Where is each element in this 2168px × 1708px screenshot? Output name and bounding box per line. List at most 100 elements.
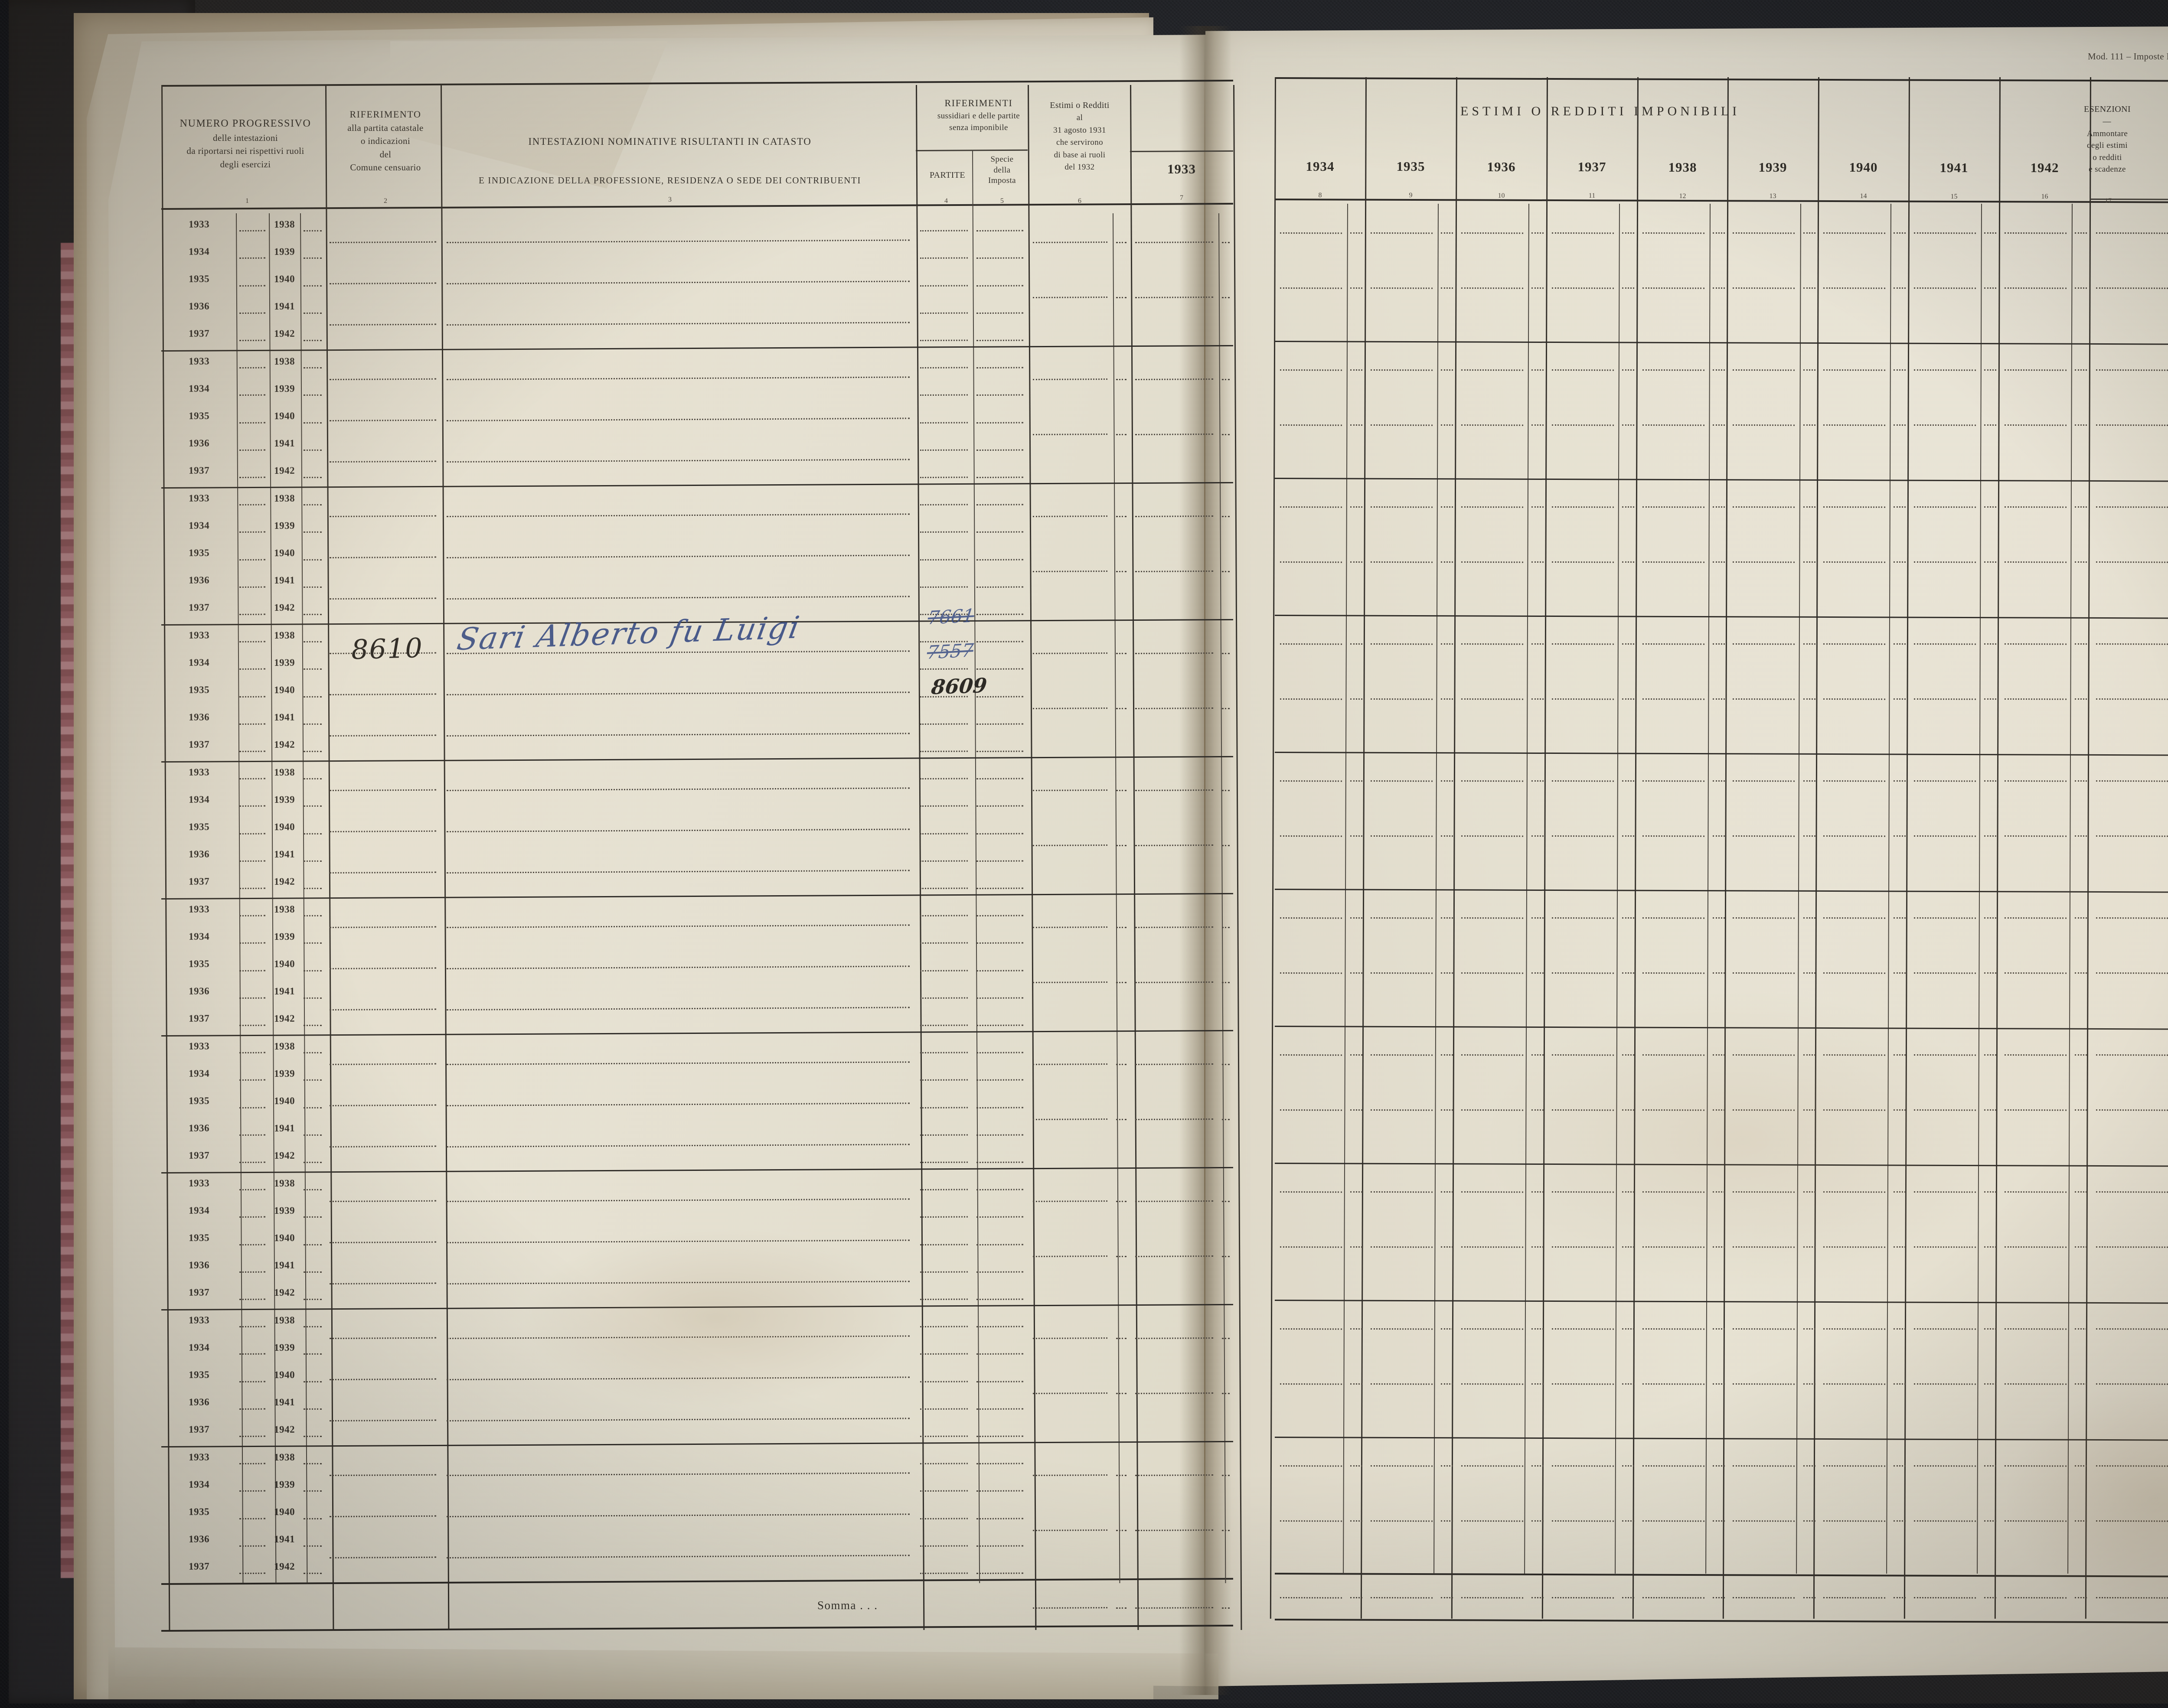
dotted-fill-1936-dec xyxy=(1531,835,1544,837)
dotted-fill-1941 xyxy=(1913,561,1976,563)
dotted-fill-1933 xyxy=(1135,1118,1214,1120)
dotted-fill-1934 xyxy=(1280,506,1342,508)
dotted-fill-1937 xyxy=(1551,1465,1614,1467)
row-year-right-1942: 1942 xyxy=(274,1424,295,1435)
dotted-fill-intestazioni xyxy=(446,1144,910,1147)
block-separator-right xyxy=(1274,752,2168,756)
colnum-11: 11 xyxy=(1588,192,1596,200)
col-riferimenti-left xyxy=(916,85,925,1630)
dotted-fill-riferimento-catastale xyxy=(329,830,437,832)
dotted-fill-intestazioni xyxy=(446,965,910,969)
dotted-fill-right-year xyxy=(303,915,322,916)
dotted-fill-1935 xyxy=(1370,1383,1433,1385)
row-year-left-1936: 1936 xyxy=(188,437,210,449)
dotted-fill-1936-dec xyxy=(1531,780,1544,782)
row-year-left-1937: 1937 xyxy=(188,1561,210,1572)
hdr-np-l2: delle intestazioni xyxy=(212,132,278,143)
dotted-fill-1940 xyxy=(1823,643,1886,645)
dotted-fill-1941-dec xyxy=(1984,506,1997,508)
dotted-fill-right-year xyxy=(303,312,322,314)
dotted-fill-1939-dec xyxy=(1803,1191,1816,1193)
hdr-rc-l4: del xyxy=(379,149,392,160)
dotted-fill-right-year xyxy=(303,1545,322,1547)
dotted-fill-1937 xyxy=(1551,698,1614,700)
dotted-fill-1939-dec xyxy=(1803,287,1816,289)
dotted-fill-left-year xyxy=(239,476,266,478)
col-riferimento-left xyxy=(325,85,334,1630)
col-year-1941-decimal-divider xyxy=(1977,204,1982,1574)
dotted-fill-1938 xyxy=(1642,917,1705,919)
dotted-fill-right-year xyxy=(303,339,322,341)
dotted-fill-left-year xyxy=(239,449,266,451)
dotted-fill-specie xyxy=(976,723,1024,725)
dotted-fill-1935 xyxy=(1370,232,1433,234)
dotted-fill-estimi-1931 xyxy=(1032,1392,1108,1394)
row-year-left-1937: 1937 xyxy=(188,465,210,476)
row-year-right-1938: 1938 xyxy=(274,1314,295,1326)
dotted-fill-1937 xyxy=(1551,506,1614,508)
dotted-fill-1937 xyxy=(1551,561,1614,563)
dotted-fill-1940-dec xyxy=(1893,287,1906,289)
dotted-fill-1941-dec xyxy=(1984,1520,1997,1522)
dotted-fill-1938-dec xyxy=(1712,643,1725,645)
dotted-fill-1933-dec xyxy=(1221,378,1230,380)
dotted-fill-partite xyxy=(920,833,968,834)
dotted-fill-1942 xyxy=(2004,698,2067,700)
dotted-fill-right-year xyxy=(303,805,322,807)
dotted-fill-estimi-1931-dec xyxy=(1116,1118,1127,1120)
dotted-fill-1936-dec xyxy=(1531,1383,1544,1385)
dotted-fill-1940 xyxy=(1823,561,1886,563)
dotted-fill-left-year xyxy=(239,257,266,259)
row-year-right-1941: 1941 xyxy=(274,437,295,449)
dotted-fill-partite xyxy=(920,1326,968,1327)
dotted-fill-1942 xyxy=(2004,1246,2067,1248)
dotted-fill-1940 xyxy=(1823,835,1886,837)
dotted-fill-esenzioni xyxy=(2096,232,2168,234)
dotted-fill-1937 xyxy=(1551,1328,1614,1330)
dotted-fill-esenzioni xyxy=(2096,643,2168,645)
dotted-fill-1935-dec xyxy=(1440,1465,1453,1467)
dotted-fill-1936 xyxy=(1461,1109,1524,1111)
dotted-fill-1934-dec xyxy=(1350,1191,1363,1193)
dotted-fill-1940-dec xyxy=(1893,1109,1906,1111)
row-year-left-1934: 1934 xyxy=(188,1342,210,1353)
dotted-fill-1941-dec xyxy=(1984,698,1997,700)
handwriting-numero-progressivo: 8610 xyxy=(351,632,424,666)
dotted-fill-1938 xyxy=(1642,1465,1705,1467)
dotted-fill-1936-dec xyxy=(1531,1246,1544,1248)
dotted-fill-1935 xyxy=(1370,1109,1433,1111)
dotted-fill-1937 xyxy=(1551,232,1614,234)
somma-dotted-1938-dec xyxy=(1712,1597,1725,1599)
dotted-fill-1938 xyxy=(1642,1328,1705,1330)
dotted-fill-1939-dec xyxy=(1803,561,1816,563)
dotted-fill-right-year xyxy=(303,1326,322,1327)
dotted-fill-estimi-1931-dec xyxy=(1116,1392,1127,1394)
col-year-1937-left-border xyxy=(1541,77,1548,1619)
dotted-fill-estimi-1931 xyxy=(1032,297,1108,298)
row-year-right-1942: 1942 xyxy=(274,876,295,887)
dotted-fill-1938-dec xyxy=(1712,424,1725,426)
row-year-left-1937: 1937 xyxy=(188,739,210,750)
dotted-fill-1937-dec xyxy=(1622,369,1635,371)
dotted-fill-1940-dec xyxy=(1893,232,1906,234)
dotted-fill-specie xyxy=(976,970,1024,971)
block-separator-right xyxy=(1274,615,2168,619)
dotted-fill-1936-dec xyxy=(1531,561,1544,563)
dotted-fill-esenzioni xyxy=(2096,1109,2168,1111)
dotted-fill-partite xyxy=(920,1353,968,1355)
dotted-fill-esenzioni xyxy=(2096,780,2168,782)
dotted-fill-right-year xyxy=(303,586,322,588)
dotted-fill-riferimento-catastale xyxy=(329,967,437,969)
dotted-fill-1935 xyxy=(1370,1054,1433,1056)
dotted-fill-1934 xyxy=(1280,232,1342,234)
header-estimi-imponibili-title: ESTIMI O REDDITI IMPONIBILI xyxy=(1460,104,1740,118)
dotted-fill-1934 xyxy=(1280,1109,1342,1111)
dotted-fill-intestazioni xyxy=(446,691,910,695)
dotted-fill-intestazioni xyxy=(446,787,910,791)
hdr-e31-l3: 31 agosto 1931 xyxy=(1053,125,1106,135)
dotted-fill-1933 xyxy=(1135,1337,1214,1339)
row-year-right-1942: 1942 xyxy=(274,602,295,613)
dotted-fill-esenzioni xyxy=(2096,424,2168,426)
dotted-fill-1938-dec xyxy=(1712,1109,1725,1111)
colnum-5: 5 xyxy=(1000,197,1004,205)
